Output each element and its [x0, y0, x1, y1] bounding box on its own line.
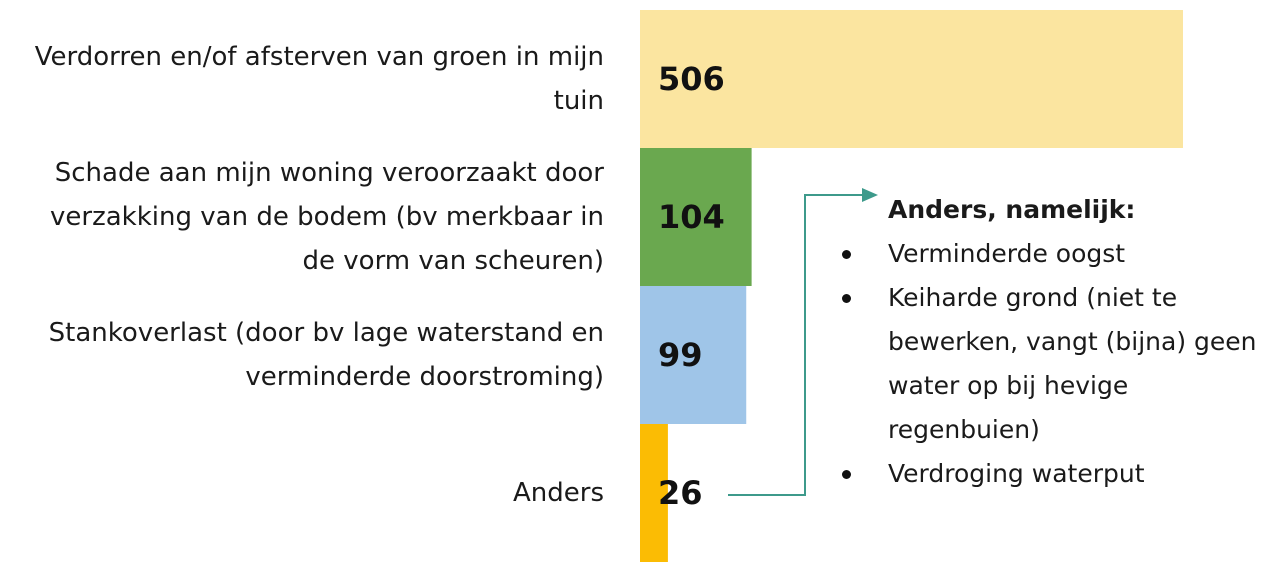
value-label: 26 — [658, 474, 703, 512]
category-label: Schade aan mijn woning veroorzaakt door … — [50, 158, 604, 276]
value-label: 506 — [658, 60, 725, 98]
annotation-item: Verdroging waterput — [838, 452, 1263, 496]
value-label: 99 — [658, 336, 703, 374]
annotation-list: Verminderde oogst Keiharde grond (niet te… — [838, 232, 1263, 496]
category-label: Stankoverlast (door bv lage waterstand e… — [48, 318, 604, 392]
bar — [640, 10, 1183, 148]
arrowhead — [862, 188, 878, 202]
annotation-title: Anders, namelijk: — [888, 195, 1136, 224]
bar — [640, 148, 752, 286]
value-label: 104 — [658, 198, 725, 236]
bar — [640, 286, 747, 424]
annotation-item: Verminderde oogst — [838, 232, 1263, 276]
category-label: Verdorren en/of afsterven van groen in m… — [34, 42, 604, 116]
annotation: Anders, namelijk: Verminderde oogst Keiha… — [838, 188, 1263, 496]
annotation-item: Keiharde grond (niet te bewerken, vangt … — [838, 276, 1263, 452]
category-label: Anders — [513, 478, 604, 508]
bar — [640, 424, 668, 562]
connector — [728, 194, 866, 496]
